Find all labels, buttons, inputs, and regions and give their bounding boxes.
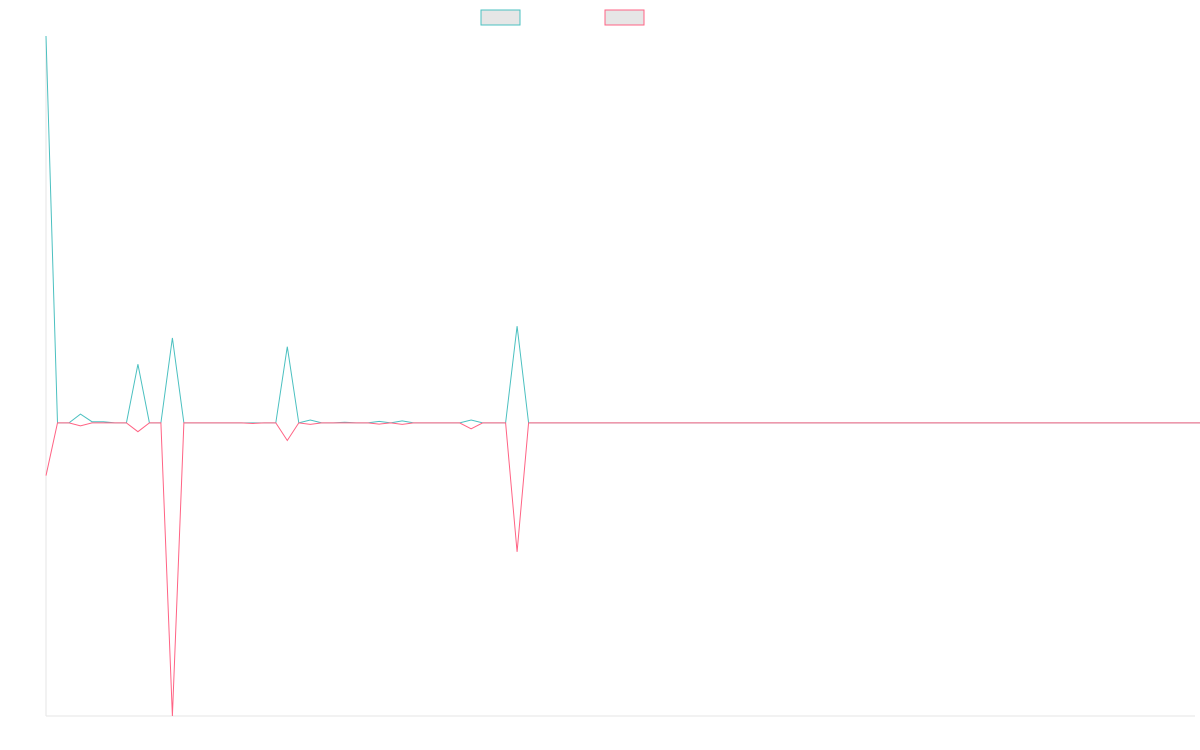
- legend-swatch-2[interactable]: [604, 9, 645, 26]
- legend-swatch-1[interactable]: [480, 9, 521, 26]
- legend-item-1[interactable]: [480, 9, 521, 26]
- series-line-2: [45, 422, 1200, 717]
- series-layer: [45, 35, 1200, 717]
- series-line-1: [45, 35, 1200, 424]
- legend[interactable]: [480, 9, 645, 26]
- legend-item-2[interactable]: [604, 9, 645, 26]
